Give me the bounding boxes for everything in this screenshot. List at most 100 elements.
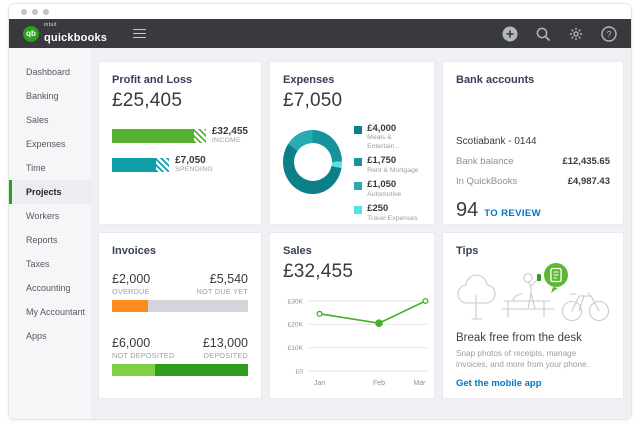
- card-title: Sales: [283, 245, 312, 257]
- tips-card[interactable]: Tips: [442, 232, 624, 399]
- legend-item: £250 Travel Expenses: [354, 203, 421, 223]
- card-title: Invoices: [112, 245, 157, 257]
- review-count: 94: [456, 199, 479, 221]
- tips-illustration: [456, 261, 610, 328]
- legend-item: £4,000 Meals & Entertain...: [354, 123, 421, 151]
- in-quickbooks-row: In QuickBooks £4,987.43: [456, 176, 610, 187]
- card-title: Expenses: [283, 74, 335, 86]
- gear-icon[interactable]: [568, 26, 584, 42]
- quickbooks-logo: qb intuit quickbooks: [23, 21, 108, 45]
- search-icon[interactable]: [535, 26, 551, 42]
- qb-logo-icon: qb: [23, 25, 39, 42]
- profit-loss-bars: £32,455 INCOME £7,050 SPENDING: [112, 125, 248, 174]
- logo-intuit-text: intuit: [44, 21, 57, 28]
- receipt-badge-icon: [544, 263, 568, 293]
- not-deposited-value: £6,000: [112, 336, 151, 350]
- sidebar-item-apps[interactable]: Apps: [26, 331, 47, 341]
- plus-icon[interactable]: [502, 26, 518, 42]
- window-control-dot[interactable]: [43, 8, 49, 15]
- spending-caption: SPENDING: [175, 166, 214, 174]
- bank-account-name: Scotiabank - 0144: [456, 136, 537, 147]
- expenses-donut-chart: [283, 130, 343, 194]
- bank-accounts-card[interactable]: Bank accounts Scotiabank - 0144 Bank bal…: [442, 61, 624, 225]
- deposited-caption: DEPOSITED: [203, 351, 248, 360]
- legend-item: £1,750 Rent & Mortgage: [354, 155, 421, 175]
- carousel-dot[interactable]: [525, 398, 530, 399]
- sales-line-chart: £0 £10K £20K £30K Jan Feb Mar: [283, 287, 429, 396]
- carousel-dot[interactable]: [514, 398, 519, 399]
- sidebar-item-banking[interactable]: Banking: [26, 91, 59, 101]
- app-header: qb intuit quickbooks: [9, 19, 631, 48]
- sidebar-item-expenses[interactable]: Expenses: [26, 139, 66, 149]
- to-review-link[interactable]: TO REVIEW: [484, 208, 541, 219]
- svg-text:£10K: £10K: [288, 345, 304, 352]
- legend-swatch: [354, 206, 363, 215]
- tips-heading: Break free from the desk: [456, 332, 582, 344]
- person-body: [512, 277, 540, 310]
- bicycle-wheel: [561, 300, 583, 322]
- bank-balance-row: Bank balance £12,435.65: [456, 156, 610, 167]
- carousel-dot[interactable]: [536, 398, 541, 399]
- legend-swatch: [354, 182, 363, 191]
- unpaid-invoices-bar: [112, 300, 248, 312]
- sidebar-item-dashboard[interactable]: Dashboard: [26, 67, 71, 77]
- sidebar-item-workers[interactable]: Workers: [26, 211, 60, 221]
- sidebar-item-my-accountant[interactable]: My Accountant: [26, 307, 86, 317]
- legend-swatch: [354, 158, 363, 167]
- income-bar-row: £32,455 INCOME: [112, 125, 248, 145]
- logo-quickbooks-text: quickbooks: [44, 31, 108, 44]
- svg-text:Feb: Feb: [373, 380, 385, 387]
- unpaid-invoices-group: £2,000 OVERDUE £5,540 NOT DUE YET: [112, 272, 248, 312]
- phone-icon: [537, 274, 541, 281]
- card-title: Bank accounts: [456, 74, 535, 86]
- not-due-value: £5,540: [209, 272, 248, 286]
- expenses-legend: £4,000 Meals & Entertain... £1,750 Rent …: [354, 123, 421, 224]
- sidebar-item-projects[interactable]: Projects: [9, 180, 91, 204]
- carousel-dot[interactable]: [547, 398, 552, 399]
- get-mobile-app-link[interactable]: Get the mobile app: [456, 378, 542, 390]
- legend-item: £1,050 Automotive: [354, 179, 421, 199]
- overdue-caption: OVERDUE: [112, 287, 150, 296]
- svg-text:£0: £0: [296, 368, 304, 375]
- expenses-amount: £7,050: [283, 90, 343, 111]
- window-titlebar: [9, 4, 631, 19]
- window-control-dot[interactable]: [32, 8, 38, 15]
- card-title: Profit and Loss: [112, 74, 193, 86]
- window-control-dot[interactable]: [21, 8, 27, 15]
- bicycle-wheel: [588, 300, 610, 322]
- dashboard-grid: Profit and Loss £25,405 £32,455 INCOME: [91, 48, 631, 419]
- review-section: 94 TO REVIEW: [456, 199, 610, 222]
- sidebar-item-reports[interactable]: Reports: [26, 235, 58, 245]
- invoices-card[interactable]: Invoices £2,000 OVERDUE £5,540 NOT DUE Y…: [98, 232, 262, 399]
- not-deposited-caption: NOT DEPOSITED: [112, 351, 175, 360]
- help-icon[interactable]: ?: [601, 25, 617, 42]
- app-window: qb intuit quickbooks: [8, 3, 632, 420]
- sidebar-nav: Dashboard Banking Sales Expenses Time Pr…: [9, 48, 91, 419]
- sales-card[interactable]: Sales £32,455 £0 £10K £20K £30K Jan Feb Mar: [269, 232, 435, 399]
- expenses-card[interactable]: Expenses £7,050 £4,000 Meals & Entertain…: [269, 61, 435, 225]
- spending-bar-row: £7,050 SPENDING: [112, 154, 248, 174]
- bicycle-frame: [569, 292, 600, 312]
- income-value: £32,455: [211, 125, 248, 137]
- income-caption: INCOME: [211, 137, 241, 145]
- not-due-caption: NOT DUE YET: [196, 287, 248, 296]
- person-head: [523, 273, 533, 283]
- paid-invoices-bar: [112, 364, 248, 376]
- svg-text:?: ?: [606, 29, 611, 39]
- svg-text:Mar: Mar: [413, 380, 426, 387]
- legend-swatch: [354, 126, 363, 134]
- spending-value: £7,050: [175, 154, 206, 166]
- svg-text:Jan: Jan: [314, 380, 325, 387]
- card-title: Tips: [456, 245, 479, 257]
- bench-icon: [501, 300, 555, 318]
- tips-carousel-dots: [456, 398, 610, 399]
- sidebar-item-accounting[interactable]: Accounting: [26, 283, 71, 293]
- hamburger-menu-icon[interactable]: [133, 28, 147, 39]
- sidebar-item-sales[interactable]: Sales: [26, 115, 49, 125]
- svg-text:£20K: £20K: [288, 322, 304, 329]
- sidebar-item-taxes[interactable]: Taxes: [26, 259, 50, 269]
- profit-and-loss-card[interactable]: Profit and Loss £25,405 £32,455 INCOME: [98, 61, 262, 225]
- paid-invoices-group: £6,000 NOT DEPOSITED £13,000 DEPOSITED: [112, 336, 248, 376]
- sidebar-item-time[interactable]: Time: [26, 163, 46, 173]
- sales-amount: £32,455: [283, 261, 354, 282]
